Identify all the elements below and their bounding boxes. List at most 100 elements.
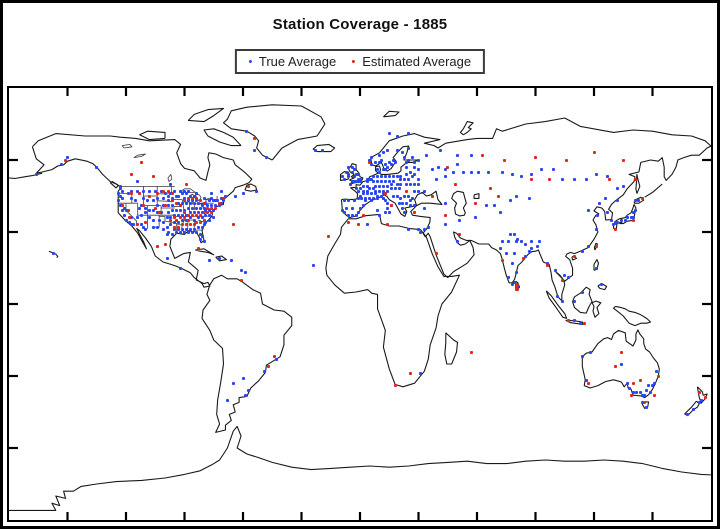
true-average-station-dot	[202, 240, 206, 244]
estimated-average-station-dot	[192, 223, 196, 227]
true-average-station-dot	[461, 170, 465, 174]
true-average-station-dot	[142, 189, 146, 193]
true-average-station-dot	[130, 223, 134, 227]
coastline-path	[313, 144, 334, 151]
true-average-station-dot	[198, 206, 202, 210]
true-average-station-dot	[184, 192, 188, 196]
true-average-station-dot	[346, 165, 350, 169]
true-average-station-dot	[407, 146, 411, 150]
true-average-station-dot	[181, 213, 185, 217]
true-average-station-dot	[140, 223, 144, 227]
true-average-station-dot	[385, 184, 389, 188]
true-average-station-dot	[512, 252, 516, 256]
true-average-station-dot	[372, 187, 376, 191]
true-average-station-dot	[130, 216, 134, 220]
true-average-station-dot	[391, 180, 395, 184]
estimated-average-station-dot	[218, 201, 222, 205]
coastline-path	[224, 105, 325, 160]
true-average-station-dot	[192, 228, 196, 232]
estimated-average-station-dot	[202, 218, 206, 222]
true-average-station-dot	[387, 180, 391, 184]
true-average-station-dot	[419, 372, 422, 376]
true-average-station-dot	[510, 261, 514, 265]
true-average-station-dot	[167, 211, 171, 215]
true-average-station-dot	[621, 184, 625, 188]
true-average-station-dot	[530, 240, 534, 244]
true-average-station-dot	[389, 187, 393, 191]
estimated-average-station-dot	[181, 223, 185, 227]
true-average-station-dot	[243, 393, 247, 397]
true-average-station-dot	[358, 180, 362, 184]
true-average-station-dot	[434, 177, 438, 181]
estimated-average-station-dot	[247, 184, 251, 188]
estimated-average-station-dot	[222, 196, 225, 200]
true-average-station-dot	[344, 170, 348, 174]
true-average-station-dot	[179, 189, 183, 193]
true-average-station-dot	[381, 184, 385, 188]
estimated-average-station-dot	[175, 218, 179, 222]
true-average-station-dot	[615, 199, 619, 203]
true-average-station-dot	[573, 319, 576, 323]
true-average-station-dot	[625, 381, 629, 385]
true-average-station-dot	[456, 153, 459, 157]
estimated-average-station-dot	[190, 213, 194, 217]
true-average-station-dot	[643, 393, 647, 397]
true-average-station-dot	[144, 206, 147, 210]
true-average-station-dot	[342, 211, 346, 215]
true-average-station-dot	[498, 247, 502, 251]
true-average-station-dot	[200, 235, 204, 239]
true-average-station-dot	[504, 252, 508, 256]
estimated-average-station-dot	[147, 194, 151, 198]
true-average-station-dot	[177, 201, 181, 205]
true-average-station-dot	[456, 163, 459, 167]
estimated-average-station-dot	[188, 223, 192, 227]
coastline-path	[474, 194, 479, 199]
estimated-average-station-dot	[173, 216, 177, 220]
true-average-station-dot	[354, 187, 358, 191]
true-average-station-dot	[366, 184, 370, 188]
true-average-station-dot	[399, 182, 403, 186]
true-average-station-dot	[145, 199, 149, 203]
estimated-average-station-dot	[206, 211, 210, 215]
true-average-station-dot	[405, 201, 409, 205]
true-average-station-dot	[220, 201, 223, 205]
true-average-station-dot	[120, 208, 124, 212]
true-average-station-dot	[366, 223, 370, 227]
true-average-station-dot	[413, 165, 417, 169]
estimated-average-station-dot	[565, 158, 569, 162]
estimated-average-station-dot	[444, 213, 448, 217]
true-average-station-dot	[381, 168, 385, 172]
true-average-station-dot	[516, 285, 520, 289]
true-average-station-dot	[584, 379, 588, 383]
true-average-station-dot	[321, 148, 325, 152]
true-average-station-dot	[374, 160, 378, 164]
estimated-average-station-dot	[582, 321, 586, 325]
true-average-station-dot	[407, 158, 411, 162]
estimated-average-station-dot	[128, 216, 132, 220]
true-average-station-dot	[130, 189, 134, 193]
true-average-station-dot	[383, 211, 387, 215]
true-average-station-dot	[356, 172, 360, 176]
true-average-station-dot	[641, 393, 645, 397]
true-average-station-dot	[506, 240, 510, 244]
estimated-average-station-dot	[186, 213, 190, 217]
true-average-station-dot	[350, 180, 354, 184]
true-average-station-dot	[122, 213, 126, 217]
true-average-station-dot	[383, 168, 387, 172]
true-average-station-dot	[378, 189, 381, 193]
true-average-station-dot	[169, 223, 173, 227]
true-average-station-dot	[378, 153, 381, 157]
true-average-station-dot	[403, 194, 407, 198]
estimated-average-station-dot	[198, 220, 202, 224]
estimated-average-station-dot	[697, 391, 701, 395]
estimated-average-station-dot	[594, 244, 598, 248]
true-average-station-dot	[645, 405, 649, 409]
estimated-average-station-dot	[171, 192, 175, 196]
true-average-station-dot	[411, 156, 415, 160]
coastline-path	[636, 174, 640, 193]
true-average-station-dot	[573, 177, 576, 181]
true-average-station-dot	[214, 204, 218, 208]
estimated-average-station-dot	[130, 172, 134, 176]
true-average-station-dot	[161, 228, 165, 232]
true-average-station-dot	[524, 254, 528, 258]
